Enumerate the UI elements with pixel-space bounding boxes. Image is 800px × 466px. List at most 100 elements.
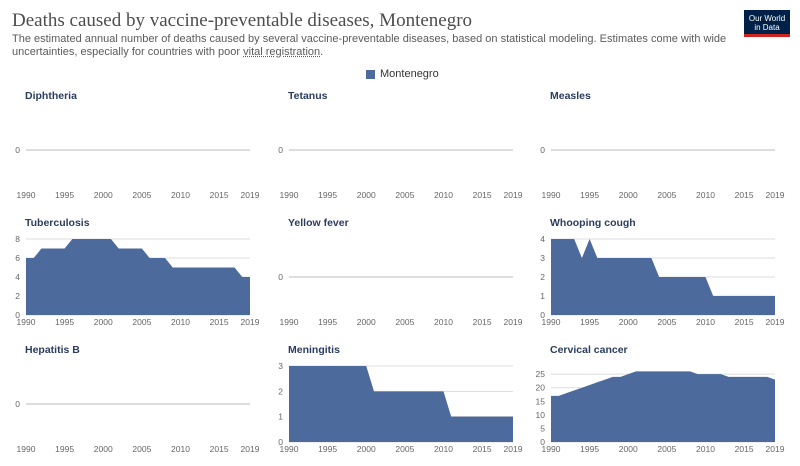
x-tick-label: 1995 (55, 444, 74, 454)
panel-title: Hepatitis B (25, 344, 80, 356)
x-tick-label: 2015 (735, 317, 754, 327)
x-tick-label: 2000 (357, 444, 376, 454)
x-tick-label: 2019 (504, 317, 523, 327)
x-tick-label: 2010 (696, 190, 715, 200)
x-tick-label: 2019 (766, 317, 785, 327)
y-tick-label: 1 (540, 291, 545, 301)
vital-registration-link[interactable]: vital registration (243, 46, 321, 58)
x-tick-label: 2019 (241, 317, 260, 327)
x-tick-label: 2010 (434, 317, 453, 327)
y-tick-label: 3 (540, 253, 545, 263)
y-tick-label: 2 (278, 386, 283, 396)
x-tick-label: 2000 (94, 190, 113, 200)
x-tick-label: 1995 (318, 190, 337, 200)
legend[interactable]: Montenegro (366, 68, 439, 80)
x-tick-label: 2015 (473, 444, 492, 454)
y-tick-label: 25 (536, 369, 546, 379)
y-tick-label: 0 (278, 145, 283, 155)
x-tick-label: 2010 (434, 190, 453, 200)
x-tick-label: 2005 (657, 190, 676, 200)
panel-title: Cervical cancer (550, 344, 628, 356)
y-tick-label: 0 (15, 145, 20, 155)
chart-title: Deaths caused by vaccine-preventable dis… (12, 10, 473, 31)
y-tick-label: 0 (278, 437, 283, 447)
y-tick-label: 4 (15, 272, 20, 282)
y-tick-label: 0 (540, 145, 545, 155)
x-tick-label: 2005 (657, 317, 676, 327)
y-tick-label: 5 (540, 423, 545, 433)
x-tick-label: 1995 (318, 317, 337, 327)
y-tick-label: 1 (278, 412, 283, 422)
panel-yellow-fever: Yellow fever 0 1990 1995 2000 2005 2010 2015 201… (278, 217, 522, 327)
x-tick-label: 2010 (696, 317, 715, 327)
x-tick-label: 1995 (55, 190, 74, 200)
x-tick-label: 2000 (94, 444, 113, 454)
legend-label: Montenegro (380, 68, 439, 80)
y-tick-label: 15 (536, 396, 546, 406)
y-tick-label: 8 (15, 234, 20, 244)
x-tick-label: 2000 (94, 317, 113, 327)
area-series-montenegro (289, 366, 513, 442)
x-tick-label: 1995 (55, 317, 74, 327)
owid-logo[interactable]: Our World in Data (744, 10, 790, 37)
y-tick-label: 2 (15, 291, 20, 301)
x-tick-label: 2019 (504, 444, 523, 454)
x-tick-label: 2015 (735, 190, 754, 200)
panel-title: Tetanus (288, 90, 328, 102)
panel-title: Diphtheria (25, 90, 77, 102)
y-tick-label: 4 (540, 234, 545, 244)
x-tick-label: 2010 (696, 444, 715, 454)
y-tick-label: 3 (278, 361, 283, 371)
x-tick-label: 1990 (17, 317, 36, 327)
x-tick-label: 1990 (542, 444, 561, 454)
panel-title: Yellow fever (288, 217, 349, 229)
chart-subtitle: The estimated annual number of deaths ca… (12, 33, 732, 59)
panel-title: Tuberculosis (25, 217, 90, 229)
x-tick-label: 2015 (473, 190, 492, 200)
x-tick-label: 2000 (357, 190, 376, 200)
y-tick-label: 6 (15, 253, 20, 263)
panel-hepatitis-b: Hepatitis B 0 1990 1995 2000 2005 2010 2015 2019 (15, 344, 259, 454)
x-tick-label: 2005 (132, 317, 151, 327)
x-tick-label: 2015 (735, 444, 754, 454)
y-tick-label: 0 (15, 399, 20, 409)
x-tick-label: 1995 (580, 190, 599, 200)
y-tick-label: 10 (536, 410, 546, 420)
x-tick-label: 1990 (542, 317, 561, 327)
legend-swatch (366, 69, 375, 79)
x-tick-label: 2000 (619, 317, 638, 327)
x-tick-label: 2019 (766, 444, 785, 454)
area-series-montenegro (551, 371, 775, 442)
subtitle-text: The estimated annual number of deaths ca… (12, 33, 727, 58)
x-tick-label: 2015 (210, 190, 229, 200)
panel-diphtheria: Diphtheria 0 1990 1995 2000 2005 2010 2015 2019 (15, 90, 259, 200)
x-tick-label: 2015 (473, 317, 492, 327)
x-tick-label: 2019 (241, 190, 260, 200)
x-tick-label: 2005 (132, 444, 151, 454)
y-tick-label: 0 (540, 310, 545, 320)
panel-tuberculosis: Tuberculosis 0 2 4 6 8 1990 1995 2000 2005 2010 201… (15, 217, 259, 327)
x-tick-label: 2000 (357, 317, 376, 327)
x-tick-label: 2010 (434, 444, 453, 454)
y-tick-label: 20 (536, 383, 546, 393)
x-tick-label: 1990 (542, 190, 561, 200)
x-tick-label: 1990 (280, 444, 299, 454)
area-series-montenegro (551, 239, 775, 315)
x-tick-label: 2015 (210, 317, 229, 327)
x-tick-label: 2000 (619, 444, 638, 454)
x-tick-label: 2010 (171, 190, 190, 200)
x-tick-label: 1995 (318, 444, 337, 454)
x-tick-label: 1995 (580, 317, 599, 327)
x-tick-label: 2019 (504, 190, 523, 200)
x-tick-label: 2005 (395, 444, 414, 454)
x-tick-label: 2005 (657, 444, 676, 454)
x-tick-label: 2005 (395, 317, 414, 327)
logo-line-1: Our World (748, 14, 786, 23)
panel-title: Whooping cough (550, 217, 636, 229)
x-tick-label: 2010 (171, 317, 190, 327)
x-tick-label: 2019 (241, 444, 260, 454)
x-tick-label: 1990 (280, 190, 299, 200)
panel-title: Measles (550, 90, 591, 102)
panel-cervical-cancer: Cervical cancer 0 5 10 15 20 25 1990 1995 2000 200… (536, 344, 785, 454)
